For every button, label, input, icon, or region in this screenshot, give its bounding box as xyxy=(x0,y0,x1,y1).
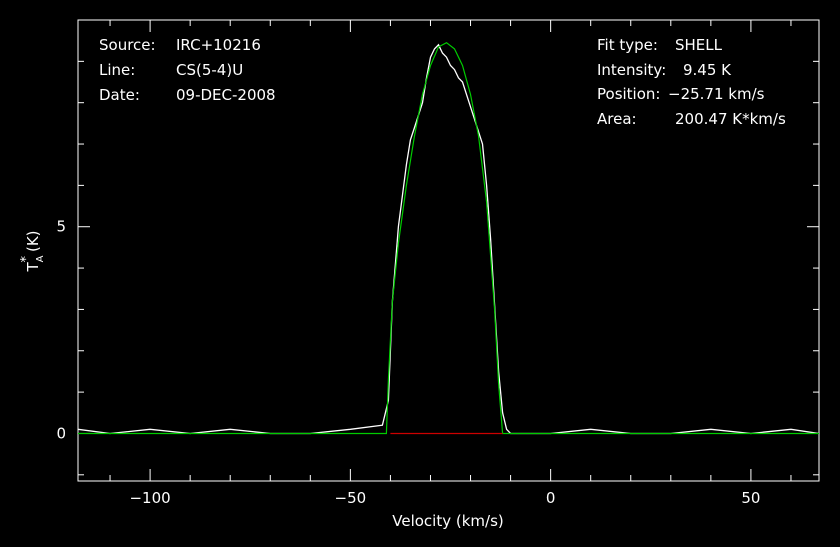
date-key: Date: xyxy=(99,86,140,104)
intensity-value: 9.45 K xyxy=(683,61,732,79)
x-tick-label: −100 xyxy=(129,489,170,507)
fit-type-key: Fit type: xyxy=(597,36,658,54)
x-tick-label: −50 xyxy=(335,489,367,507)
area-key: Area: xyxy=(597,110,637,128)
line-value: CS(5-4)U xyxy=(176,61,243,79)
y-tick-label: 5 xyxy=(56,218,66,236)
intensity-key: Intensity: xyxy=(597,61,666,79)
fit-type-value: SHELL xyxy=(675,36,723,54)
source-key: Source: xyxy=(99,36,156,54)
position-value: −25.71 km/s xyxy=(668,85,765,103)
y-tick-label: 0 xyxy=(56,424,66,442)
date-value: 09-DEC-2008 xyxy=(176,86,276,104)
line-key: Line: xyxy=(99,61,135,79)
tick-labels: −100 −50 0 50 0 5 xyxy=(56,218,760,507)
plot-frame xyxy=(77,19,820,482)
x-tick-label: 50 xyxy=(741,489,760,507)
x-axis-label: Velocity (km/s) xyxy=(392,512,503,530)
data-lines xyxy=(77,41,820,435)
fit-series-line xyxy=(78,41,819,435)
x-tick-label: 0 xyxy=(546,489,556,507)
position-key: Position: xyxy=(597,85,660,103)
tick-marks xyxy=(78,20,819,481)
source-value: IRC+10216 xyxy=(176,36,261,54)
area-value: 200.47 K*km/s xyxy=(675,110,786,128)
header-left: Source: IRC+10216 Line: CS(5-4)U Date: 0… xyxy=(99,36,276,104)
header-right: Fit type: SHELL Intensity: 9.45 K Positi… xyxy=(597,36,786,128)
y-axis-label: TA*(K) xyxy=(19,230,46,272)
